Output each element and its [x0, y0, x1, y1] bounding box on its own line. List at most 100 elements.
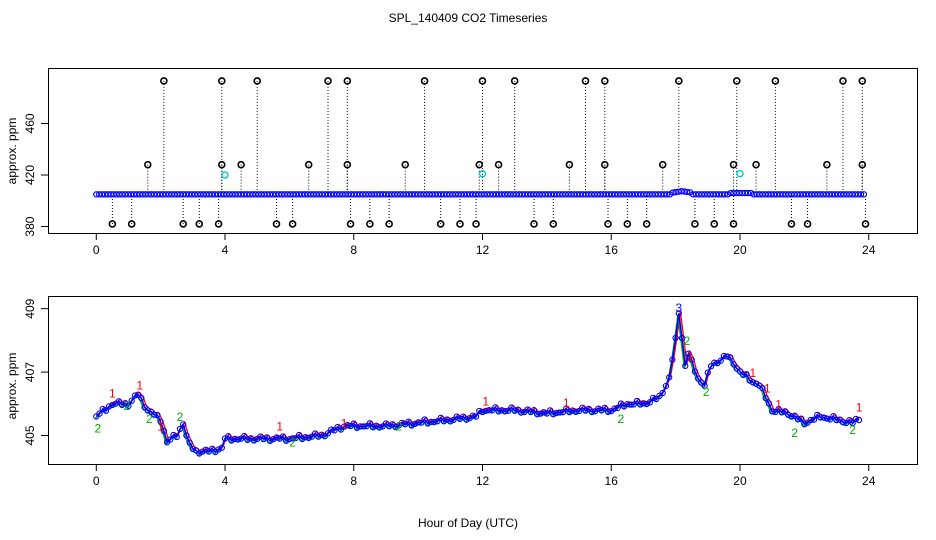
mid-spike-point: [494, 160, 503, 169]
chart-title: SPL_140409 CO2 Timeseries: [389, 11, 548, 25]
low-spike-point: [623, 220, 632, 228]
bottom-data-point: [810, 416, 818, 423]
bottom-data-point: [559, 409, 567, 416]
bottom-data-point: [99, 405, 106, 413]
bottom-data-point: [482, 407, 489, 415]
low-spike-point: [127, 220, 136, 228]
code-label: 2: [684, 334, 691, 348]
mid-spike-point: [601, 160, 609, 169]
bottom-data-point: [128, 397, 135, 404]
bottom-data-point: [218, 444, 225, 451]
code-label: 1: [276, 420, 283, 434]
code-label: 1: [856, 401, 863, 415]
high-spike-point: [218, 77, 226, 85]
low-spike-point: [108, 220, 117, 228]
bottom-x-tick-label: 20: [733, 474, 747, 488]
bottom-data-point: [508, 404, 515, 411]
top-data-point: [672, 188, 679, 196]
high-spike-point: [343, 77, 352, 85]
low-spike-point: [214, 220, 223, 228]
bottom-data-point: [376, 424, 383, 431]
top-panel-marks: 0 4 8 12 16 20 24 380 420 460: [23, 77, 876, 257]
bottom-data-point: [546, 407, 554, 414]
top-y-tick-label: 380: [23, 216, 37, 236]
bottom-data-point: [125, 402, 132, 410]
low-spike-point: [787, 220, 796, 228]
bottom-data-point: [849, 419, 856, 427]
bottom-data-point: [785, 411, 792, 419]
low-spike-point: [691, 220, 699, 228]
bottom-data-point: [202, 446, 209, 453]
high-spike-point: [858, 77, 867, 85]
bottom-data-point: [646, 399, 654, 406]
bottom-data-point: [633, 397, 641, 405]
bottom-x-tick-label: 12: [476, 474, 490, 488]
low-spike-point: [366, 220, 374, 228]
bottom-data-point: [434, 418, 441, 425]
bottom-data-point: [572, 408, 579, 415]
code-label: 1: [109, 386, 116, 400]
bottom-data-point: [649, 394, 657, 402]
code-label: 1: [687, 350, 694, 364]
code-label: 1: [750, 366, 757, 380]
bottom-data-point: [427, 418, 435, 426]
bottom-data-point: [463, 416, 470, 423]
high-spike-point: [253, 77, 262, 85]
bottom-data-point: [350, 420, 357, 427]
bottom-data-point: [852, 415, 859, 423]
bottom-data-point: [743, 370, 750, 378]
top-x-tick-label: 24: [862, 243, 876, 257]
mid-spike-point: [729, 160, 738, 169]
bottom-data-point: [495, 408, 502, 415]
code-label: 1: [563, 396, 570, 410]
bottom-data-point: [653, 395, 660, 403]
bottom-data-point: [289, 435, 296, 442]
low-spike-point: [530, 220, 538, 228]
code-label: 2: [177, 410, 184, 424]
code-label: 2: [95, 421, 102, 435]
bottom-data-point: [421, 416, 428, 423]
bottom-data-point: [543, 410, 551, 417]
low-spike-point: [604, 220, 612, 228]
high-spike-point: [324, 77, 332, 85]
bottom-data-point: [157, 418, 164, 425]
bottom-data-point: [685, 350, 692, 357]
bottom-data-point: [283, 437, 290, 444]
mid-spike-point: [237, 160, 245, 169]
code-label: 3: [675, 301, 682, 315]
bottom-data-point: [141, 404, 148, 411]
top-x-tick-label: 4: [222, 243, 229, 257]
bottom-data-point: [778, 409, 785, 416]
low-spike-point: [272, 220, 281, 228]
bottom-data-point: [96, 410, 103, 417]
bottom-data-point: [855, 416, 863, 424]
bottom-data-point: [517, 409, 525, 416]
code-label: 2: [395, 420, 402, 434]
code-label: 1: [482, 394, 489, 408]
bottom-data-point: [511, 407, 518, 414]
bottom-data-point: [723, 353, 731, 360]
bottom-data-point: [440, 418, 448, 425]
low-spike-point: [472, 220, 480, 228]
low-spike-point: [195, 220, 204, 228]
bottom-data-point: [791, 412, 798, 419]
bottom-data-point: [575, 407, 583, 415]
top-x-tick-label: 12: [476, 243, 490, 257]
bottom-data-point: [373, 422, 380, 429]
high-spike-point: [478, 77, 487, 85]
top-data-point: [669, 189, 676, 196]
bottom-data-point: [450, 416, 457, 424]
bottom-data-point: [762, 395, 769, 402]
top-data-point: [681, 188, 688, 195]
mid-spike-point: [343, 160, 352, 169]
bottom-data-point: [627, 401, 634, 408]
top-x-tick-label: 8: [350, 243, 357, 257]
bottom-data-point: [688, 356, 695, 363]
bottom-data-point: [154, 411, 161, 419]
bottom-data-point: [666, 374, 673, 381]
bottom-data-point: [266, 437, 274, 445]
bottom-data-point: [833, 417, 840, 424]
bottom-data-point: [505, 407, 512, 414]
bottom-data-point: [675, 310, 682, 317]
high-spike-point: [160, 77, 168, 85]
